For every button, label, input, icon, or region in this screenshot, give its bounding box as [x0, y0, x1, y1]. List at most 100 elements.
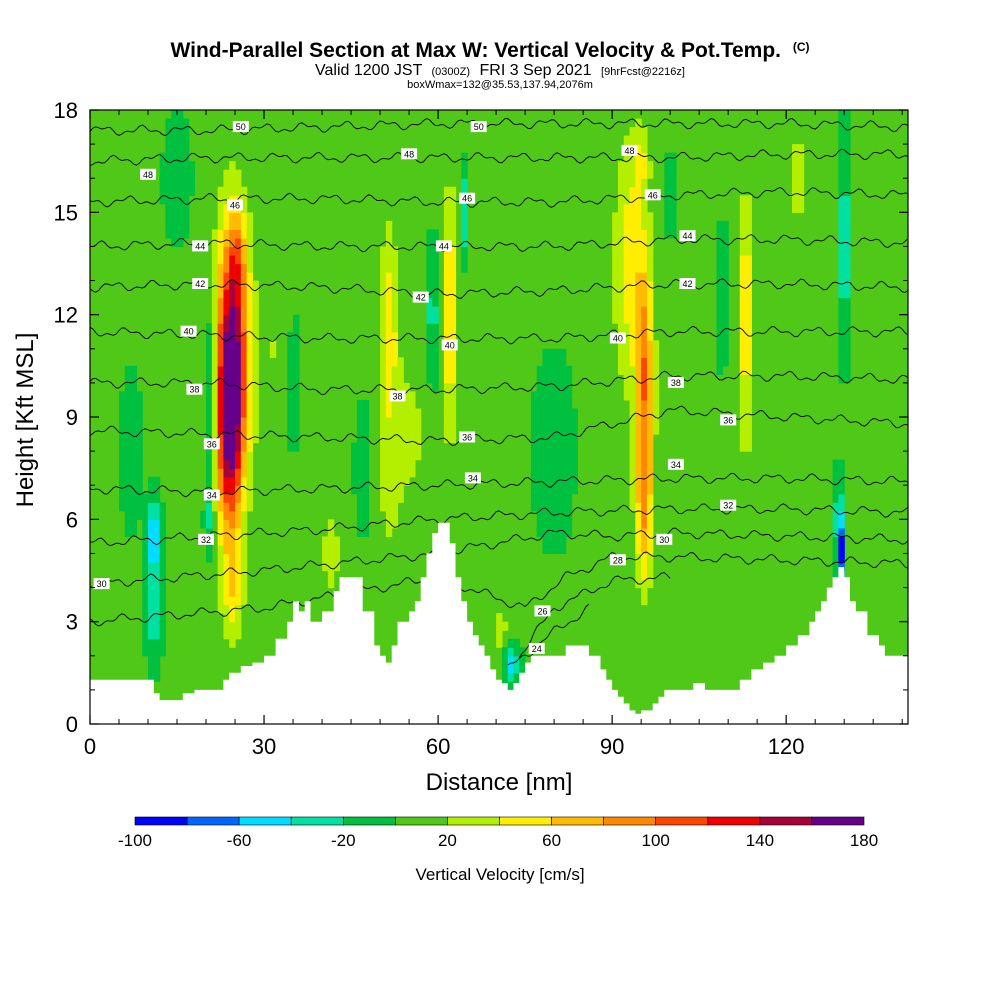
w-cell: [293, 314, 300, 324]
w-cell: [229, 340, 236, 350]
w-cell: [182, 127, 190, 137]
w-cell: [362, 459, 370, 469]
w-cell: [443, 297, 451, 307]
w-cell: [235, 263, 242, 273]
w-cell: [229, 297, 236, 307]
w-cell: [426, 340, 433, 350]
w-cell: [380, 408, 387, 418]
w-cell: [385, 391, 393, 401]
w-cell: [177, 195, 184, 205]
w-cell: [629, 314, 636, 324]
w-cell: [716, 272, 723, 282]
w-cell: [838, 468, 845, 478]
w-cell: [844, 220, 851, 230]
w-cell: [629, 391, 636, 401]
w-cell: [235, 476, 242, 486]
w-cell: [641, 212, 648, 222]
w-cell: [240, 596, 248, 606]
isentrope-line: [90, 551, 908, 627]
w-cell: [559, 510, 567, 520]
contour-label: 40: [441, 339, 458, 351]
w-cell: [617, 306, 625, 316]
w-cell: [148, 553, 155, 563]
w-cell: [142, 621, 149, 631]
w-cell: [617, 348, 625, 358]
w-cell: [559, 399, 567, 410]
w-cell: [461, 254, 468, 265]
w-cell: [623, 391, 631, 401]
w-cell: [153, 655, 161, 665]
svg-text:42: 42: [195, 279, 205, 289]
w-cell: [235, 587, 242, 597]
w-cell: [385, 485, 393, 495]
w-cell: [385, 348, 393, 358]
w-cell: [461, 212, 468, 222]
w-cell: [844, 357, 851, 367]
w-cell: [124, 510, 132, 520]
w-cell: [171, 161, 178, 171]
w-cell: [530, 434, 538, 444]
w-cell: [559, 502, 567, 512]
w-cell: [530, 408, 538, 418]
w-cell: [722, 220, 729, 230]
w-cell: [629, 178, 636, 188]
w-cell: [548, 459, 555, 469]
w-cell: [391, 365, 399, 375]
colorbar-swatch: [134, 816, 188, 826]
w-cell: [832, 510, 839, 520]
w-cell: [542, 519, 549, 529]
w-cell: [223, 297, 230, 307]
w-cell: [136, 510, 143, 520]
w-cell: [443, 203, 451, 213]
w-cell: [223, 451, 230, 461]
w-cell: [182, 220, 190, 230]
w-cell: [385, 382, 393, 393]
w-cell: [536, 442, 544, 452]
w-cell: [635, 144, 642, 154]
w-cell: [229, 468, 236, 478]
contour-label: 46: [644, 189, 661, 201]
w-cell: [739, 297, 747, 307]
w-cell: [641, 365, 648, 375]
w-cell: [246, 246, 254, 256]
w-cell: [641, 459, 648, 469]
w-cell: [153, 553, 161, 563]
w-cell: [391, 476, 399, 486]
w-cell: [542, 536, 549, 546]
w-cell: [565, 468, 573, 478]
y-axis-label: Height [Kft MSL]: [12, 333, 39, 508]
w-cell: [635, 203, 642, 213]
contour-label: 42: [412, 291, 429, 303]
w-cell: [646, 263, 654, 273]
w-cell: [391, 382, 399, 393]
w-cell: [252, 314, 259, 324]
w-cell: [246, 331, 254, 341]
w-cell: [519, 664, 526, 674]
w-cell: [177, 220, 184, 230]
w-cell: [148, 647, 155, 657]
w-cell: [148, 561, 155, 572]
w-cell: [153, 544, 161, 555]
w-cell: [362, 510, 370, 520]
contour-label: 48: [621, 144, 638, 156]
w-cell: [554, 536, 561, 546]
w-cell: [513, 638, 520, 648]
w-cell: [548, 357, 555, 367]
w-cell: [507, 655, 515, 665]
w-cell: [542, 408, 549, 418]
isentrope-line: [90, 527, 908, 589]
w-cell: [287, 425, 294, 435]
w-cell: [844, 323, 851, 333]
w-cell: [652, 417, 660, 427]
w-cell: [635, 544, 642, 555]
w-cell: [148, 493, 155, 503]
w-cell: [142, 536, 149, 546]
w-cell: [635, 272, 642, 282]
w-cell: [617, 280, 625, 290]
w-cell: [397, 399, 404, 410]
w-cell: [641, 229, 648, 239]
w-cell: [791, 195, 799, 205]
w-cell: [641, 186, 648, 196]
w-cell: [443, 374, 451, 384]
w-cell: [159, 587, 167, 597]
